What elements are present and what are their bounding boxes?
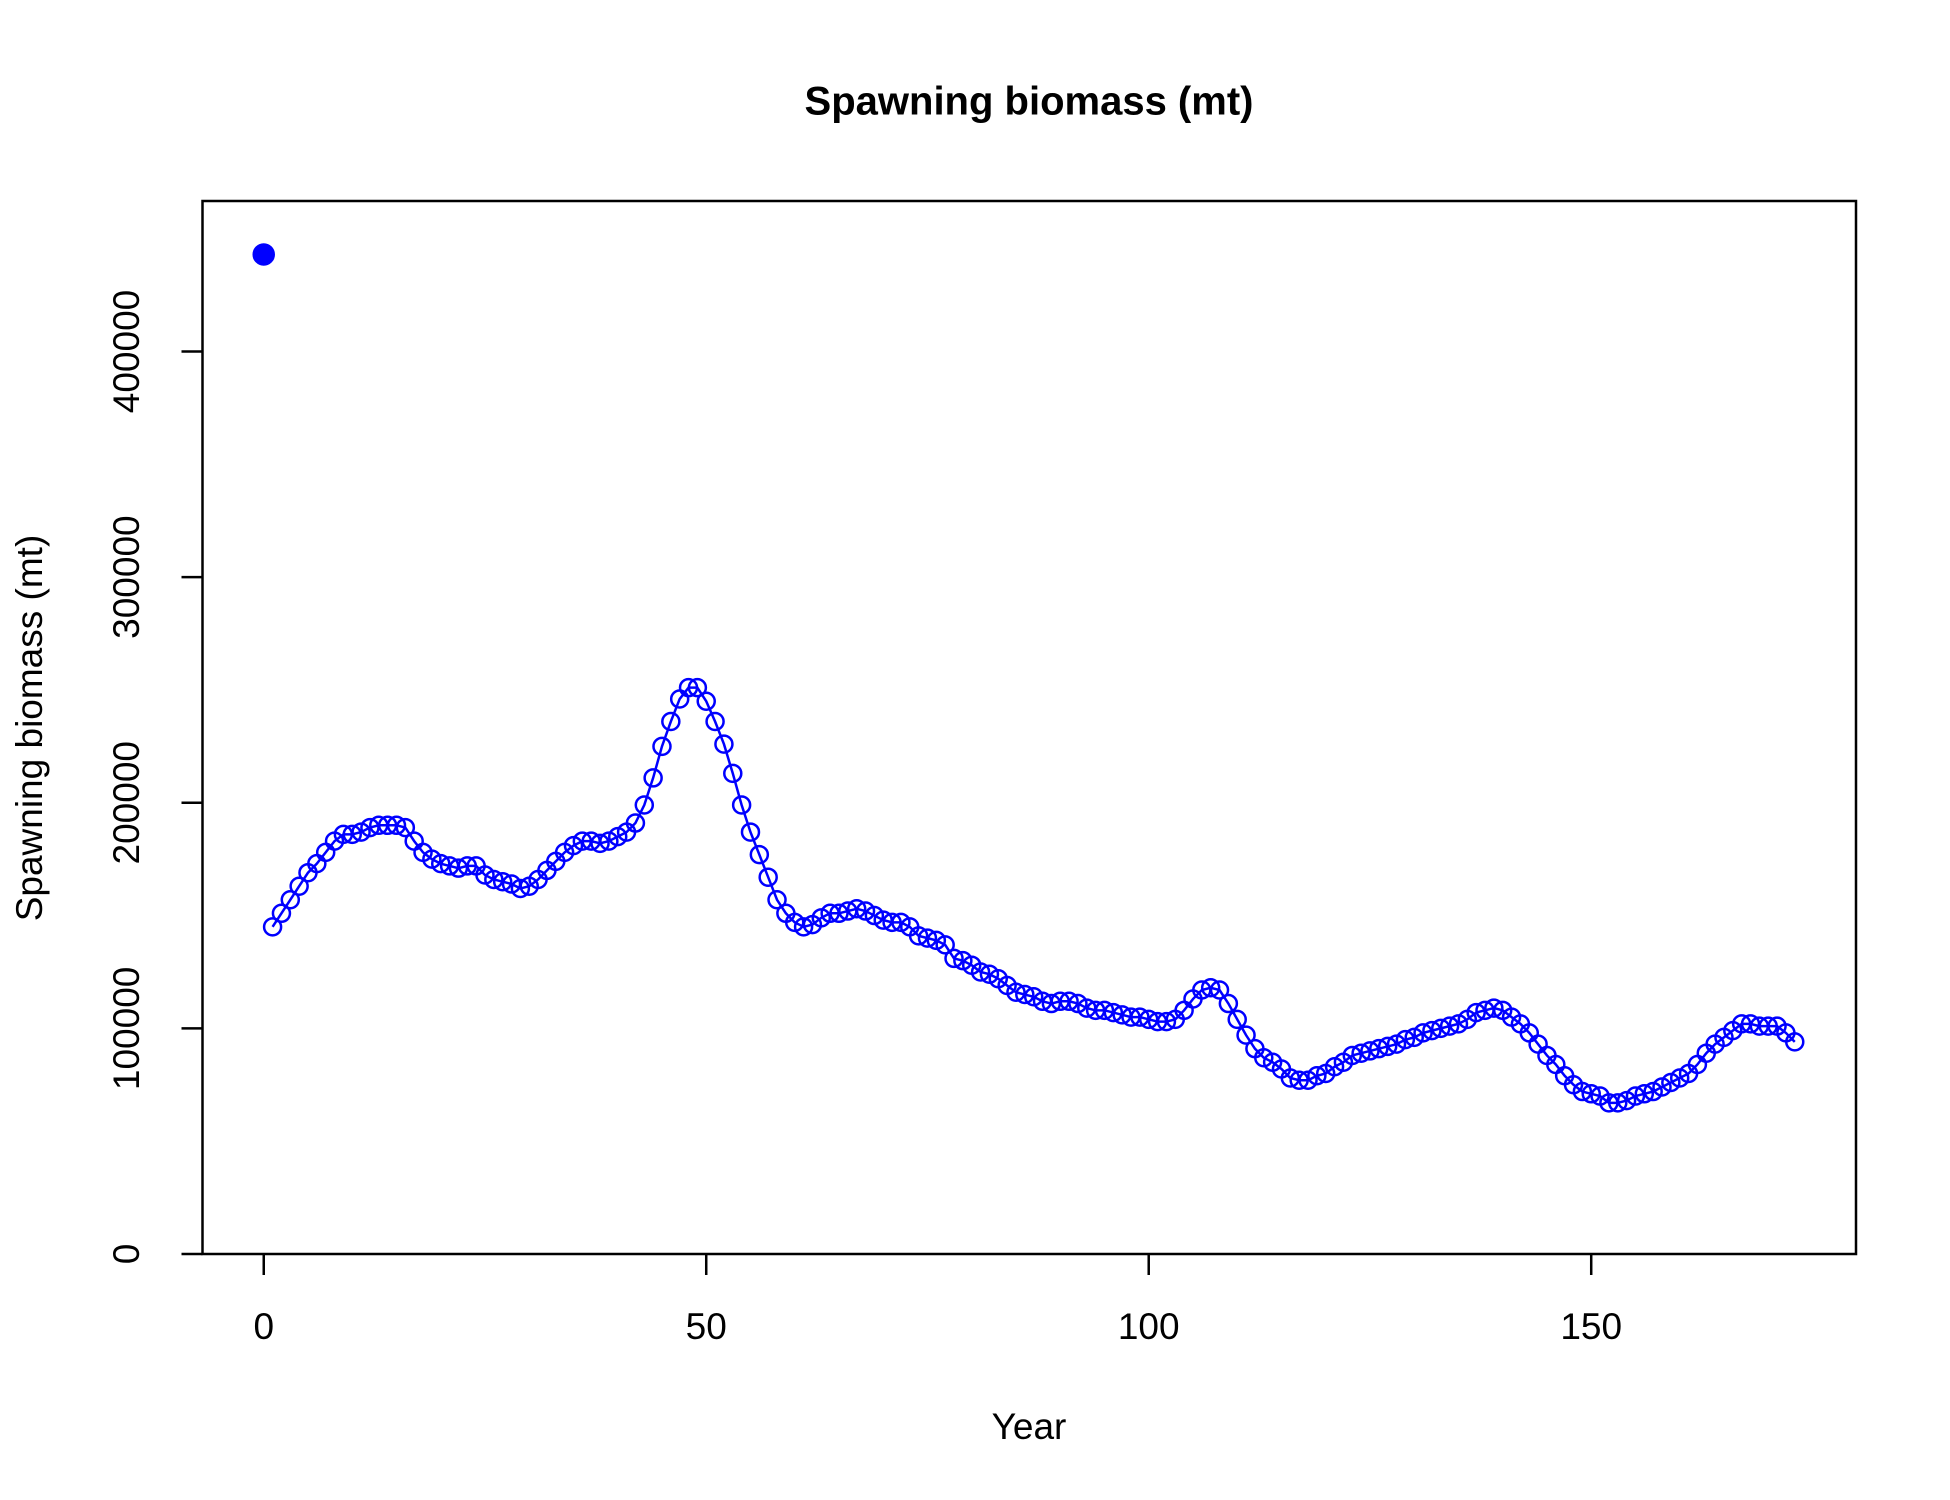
- point: [1395, 1029, 1416, 1050]
- point: [908, 926, 929, 946]
- point: [1130, 1007, 1150, 1027]
- point: [714, 734, 734, 754]
- point: [643, 768, 663, 788]
- point: [1758, 1016, 1778, 1036]
- point: [705, 711, 725, 732]
- point: [1484, 998, 1504, 1018]
- point: [917, 928, 938, 948]
- point: [271, 903, 292, 924]
- y-tick-label: 100000: [106, 967, 147, 1090]
- point: [687, 677, 708, 698]
- point: [1342, 1045, 1363, 1066]
- point: [430, 853, 451, 874]
- point: [1351, 1043, 1371, 1063]
- point: [1307, 1066, 1327, 1086]
- point: [1634, 1084, 1655, 1104]
- x-tick-label: 100: [1118, 1306, 1180, 1347]
- point: [696, 691, 716, 711]
- x-axis-label: Year: [992, 1406, 1067, 1447]
- point: [457, 856, 478, 876]
- x-tick-label: 0: [253, 1306, 274, 1347]
- point: [484, 869, 504, 890]
- point: [944, 948, 964, 969]
- point: [492, 871, 513, 892]
- point: [1103, 1002, 1124, 1023]
- point: [1209, 980, 1230, 1000]
- point: [829, 903, 849, 924]
- point: [386, 815, 407, 836]
- point: [652, 736, 672, 757]
- point: [1156, 1011, 1177, 1032]
- plot-frame: [201, 199, 1858, 1256]
- point: [1094, 1000, 1115, 1021]
- point: [262, 917, 283, 937]
- point: [740, 822, 761, 842]
- point: [342, 824, 362, 845]
- point: [289, 876, 309, 896]
- point: [625, 813, 646, 833]
- point: [1466, 1002, 1486, 1023]
- point: [793, 917, 814, 937]
- point: [1006, 982, 1026, 1003]
- point: [590, 833, 610, 854]
- point: [1625, 1086, 1646, 1106]
- point-filled: [252, 243, 275, 266]
- y-tick-label: 200000: [106, 741, 147, 864]
- x-tick-label: 50: [686, 1306, 727, 1347]
- point: [1236, 1025, 1256, 1045]
- y-tick-label: 300000: [106, 515, 147, 638]
- chart-title: Spawning biomass (mt): [805, 80, 1254, 124]
- point: [678, 677, 699, 698]
- point: [510, 878, 531, 899]
- point: [1431, 1018, 1451, 1039]
- y-axis-label: Spawning biomass (mt): [9, 535, 50, 922]
- point: [1572, 1081, 1593, 1102]
- point: [395, 817, 416, 838]
- point: [1377, 1036, 1398, 1057]
- y-tick-label: 400000: [106, 290, 147, 413]
- point: [882, 912, 902, 933]
- x-tick-label: 150: [1560, 1306, 1622, 1347]
- point: [1200, 978, 1221, 998]
- point: [1581, 1084, 1601, 1104]
- series-line: [271, 686, 1796, 1105]
- point: [749, 844, 770, 865]
- y-tick-label: 0: [106, 1244, 147, 1265]
- point: [1413, 1023, 1433, 1043]
- point: [767, 890, 787, 910]
- point: [1785, 1032, 1805, 1052]
- point: [1422, 1020, 1442, 1041]
- point: [1289, 1070, 1309, 1091]
- point: [1369, 1038, 1389, 1059]
- point: [1360, 1041, 1380, 1061]
- point: [280, 890, 301, 910]
- point: [661, 711, 681, 732]
- point: [935, 935, 955, 955]
- point: [970, 962, 991, 982]
- point: [634, 795, 655, 815]
- point: [731, 795, 752, 815]
- point: [1015, 984, 1035, 1005]
- point: [846, 899, 867, 919]
- point: [758, 867, 778, 887]
- point: [1227, 1009, 1247, 1030]
- point: [1608, 1093, 1628, 1113]
- point: [1439, 1016, 1460, 1036]
- point: [1059, 991, 1079, 1012]
- point: [1218, 993, 1239, 1014]
- point: [723, 763, 743, 784]
